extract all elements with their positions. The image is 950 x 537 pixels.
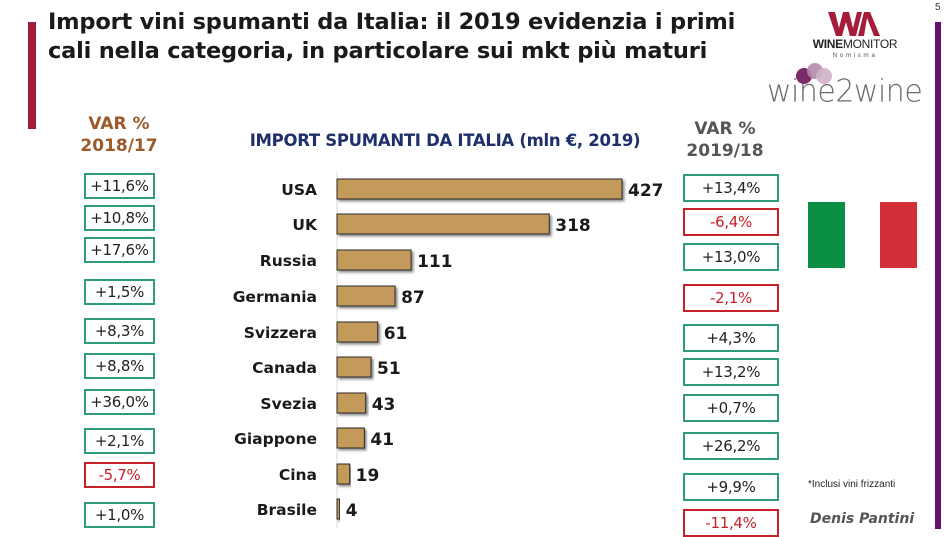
category-label: UK — [292, 216, 318, 234]
bar — [336, 321, 379, 343]
winemonitor-regular: MONITOR — [842, 37, 898, 51]
slide-title: Import vini spumanti da Italia: il 2019 … — [48, 9, 736, 64]
value-label: 19 — [356, 466, 380, 486]
var-2019-18-badge: +4,3% — [683, 324, 779, 352]
wine2wine-logo: wine2wine — [765, 62, 935, 110]
var-2019-18-header: VAR % 2019/18 — [665, 118, 785, 162]
value-label: 4 — [346, 501, 358, 521]
var-2018-17-badge: +10,8% — [84, 205, 155, 231]
var-2019-18-badge: +9,9% — [683, 473, 779, 501]
bar — [336, 285, 396, 307]
var-2019-18-header-line2: 2019/18 — [686, 141, 764, 161]
bar — [336, 392, 367, 414]
footnote: *Inclusi vini frizzanti — [808, 479, 896, 490]
var-2018-17-badge: -5,7% — [84, 462, 155, 488]
var-2019-18-badge: -11,4% — [683, 509, 779, 537]
bar — [336, 356, 372, 378]
var-2018-17-badge: +2,1% — [84, 428, 155, 454]
value-label: 318 — [555, 216, 591, 236]
var-2018-17-badge: +8,8% — [84, 353, 155, 379]
bar — [336, 427, 365, 449]
var-2018-17-badge: +1,5% — [84, 279, 155, 305]
category-label: Giappone — [234, 430, 317, 448]
var-2018-17-badge: +1,0% — [84, 502, 155, 528]
winemonitor-wordmark: WINEMONITOR — [800, 37, 910, 51]
value-label: 43 — [372, 395, 396, 415]
var-2019-18-badge: +26,2% — [683, 432, 779, 460]
italy-flag-green — [808, 202, 845, 268]
var-2018-17-badge: +11,6% — [84, 173, 155, 199]
bar — [336, 498, 341, 520]
bar — [336, 213, 550, 235]
var-2019-18-badge: +0,7% — [683, 394, 779, 422]
winemonitor-mark-icon — [828, 12, 880, 36]
category-label: Svezia — [260, 395, 317, 413]
bar — [336, 463, 351, 485]
var-2019-18-badge: +13,0% — [683, 243, 779, 271]
category-label: Russia — [260, 252, 317, 270]
category-label: Germania — [233, 288, 317, 306]
right-accent-rule — [935, 22, 941, 529]
chart-title: IMPORT SPUMANTI DA ITALIA (mln €, 2019) — [249, 131, 641, 150]
title-accent-bar — [28, 22, 36, 129]
value-label: 87 — [401, 288, 425, 308]
nomisma-label: Nomisma — [832, 52, 878, 59]
var-2019-18-badge: +13,4% — [683, 174, 779, 202]
value-label: 427 — [628, 181, 664, 201]
var-2018-17-header: VAR % 2018/17 — [64, 113, 174, 157]
var-2019-18-badge: +13,2% — [683, 358, 779, 386]
value-label: 41 — [370, 430, 394, 450]
category-label: Canada — [252, 359, 317, 377]
var-2019-18-badge: -2,1% — [683, 284, 779, 312]
winemonitor-logo: WINEMONITOR Nomisma — [800, 12, 910, 60]
value-label: 61 — [384, 324, 408, 344]
winemonitor-bold: WINE — [812, 37, 843, 51]
value-label: 51 — [377, 359, 401, 379]
category-label: USA — [281, 181, 317, 199]
var-2018-17-header-line2: 2018/17 — [80, 136, 158, 156]
category-label: Svizzera — [244, 324, 317, 342]
var-2018-17-header-line1: VAR % — [88, 114, 150, 134]
bar-chart: USA 427 UK 318 Russia 111 Germania 87 Svizzera 61… — [233, 172, 664, 528]
var-2018-17-badge: +8,3% — [84, 318, 155, 344]
bar — [336, 249, 412, 271]
italy-flag-red — [880, 202, 917, 268]
wine2wine-wordmark: wine2wine — [767, 73, 923, 110]
value-label: 111 — [417, 252, 453, 272]
var-2019-18-header-line1: VAR % — [694, 119, 756, 139]
category-label: Brasile — [257, 501, 317, 519]
bar — [336, 178, 623, 200]
author-name: Denis Pantini — [810, 511, 915, 527]
category-label: Cina — [279, 466, 317, 484]
var-2018-17-badge: +17,6% — [84, 237, 155, 263]
var-2019-18-badge: -6,4% — [683, 208, 779, 236]
page-number: 5 — [935, 2, 941, 13]
var-2018-17-badge: +36,0% — [84, 389, 155, 415]
grape-dots-icon — [796, 63, 832, 84]
